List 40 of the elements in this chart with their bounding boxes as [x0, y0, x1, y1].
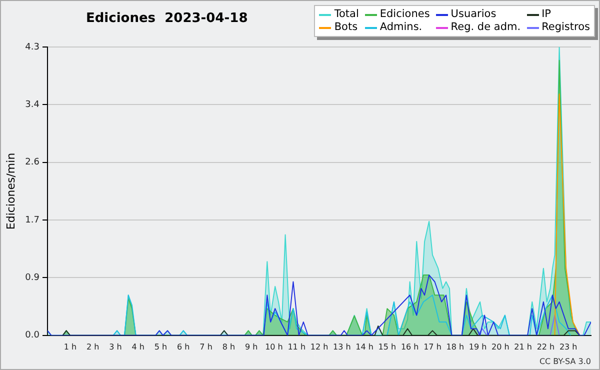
- x-tick-label: 14 h: [356, 342, 374, 352]
- x-tick-label: 21 h: [514, 342, 532, 352]
- y-axis-title: Ediciones/min: [4, 152, 18, 230]
- x-tick-label: 19 h: [468, 342, 487, 352]
- text: CC BY-SA 3.0: [539, 357, 591, 366]
- legend-label: Registros: [542, 21, 590, 34]
- x-tick-label: 12 h: [310, 342, 328, 352]
- x-tick-label: 1 h: [64, 342, 77, 352]
- x-tick-label: 16 h: [400, 342, 419, 352]
- x-tick-label: 15 h: [378, 342, 396, 352]
- chart-title: Ediciones 2023-04-18: [86, 11, 248, 26]
- y-tick-label: 2.6: [25, 158, 40, 168]
- legend-label: Reg. de adm.: [450, 21, 521, 34]
- x-tick-label: 17 h: [424, 342, 442, 352]
- x-tick-label: 20 h: [492, 342, 510, 352]
- y-tick-label: 4.3: [25, 42, 40, 52]
- x-tick-label: 2 h: [86, 342, 100, 352]
- legend-label: Usuarios: [450, 8, 496, 21]
- legend-label: IP: [542, 8, 551, 21]
- x-tick-label: 8 h: [222, 342, 236, 352]
- x-tick-label: 18 h: [446, 342, 464, 352]
- x-tick-label: 10 h: [265, 342, 283, 352]
- y-tick-label: 0.0: [25, 330, 40, 341]
- x-tick-label: 22 h: [536, 342, 555, 352]
- x-tick-label: 6 h: [177, 342, 190, 352]
- legend-label: Bots: [334, 21, 358, 34]
- x-tick-label: 4 h: [132, 342, 144, 352]
- x-tick-label: 7 h: [200, 342, 212, 352]
- x-tick-label: 3 h: [109, 342, 122, 352]
- legend-label: Total: [334, 8, 359, 21]
- x-tick-label: 9 h: [244, 342, 258, 352]
- x-tick-label: 13 h: [333, 342, 351, 352]
- y-tick-label: 0.9: [25, 273, 40, 284]
- legend-label: Admins.: [380, 21, 422, 34]
- y-tick-label: 3.4: [25, 100, 40, 110]
- x-tick-label: 23 h: [559, 342, 578, 352]
- x-tick-label: 11 h: [288, 342, 306, 352]
- y-tick-label: 1.7: [25, 215, 40, 226]
- x-tick-label: 5 h: [154, 342, 168, 352]
- legend-label: Ediciones: [380, 8, 430, 21]
